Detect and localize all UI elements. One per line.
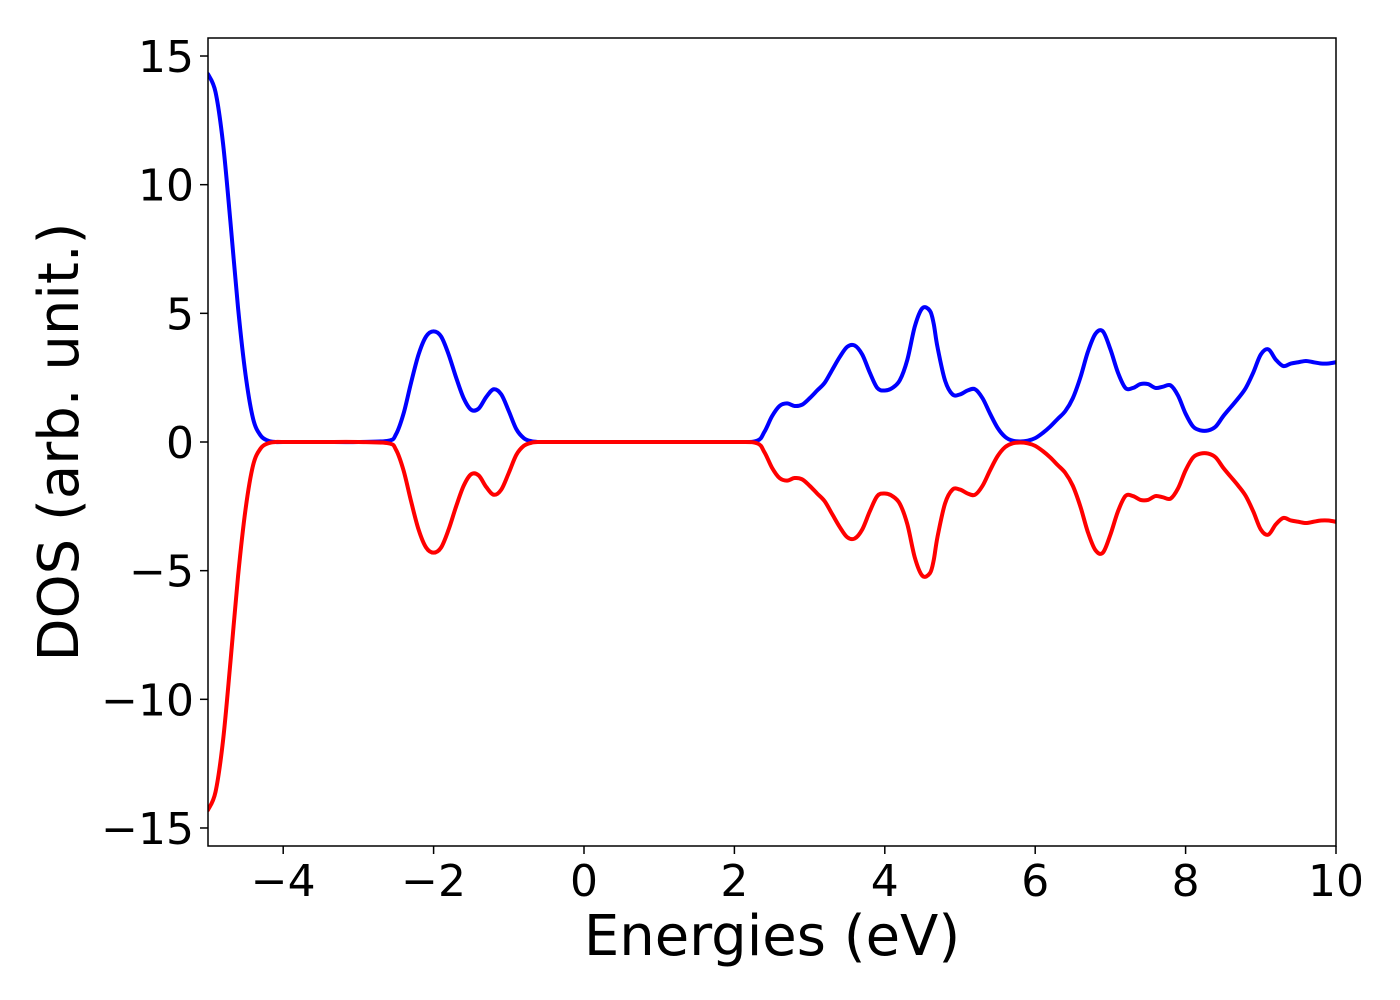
x-tick-label: 6 — [1021, 856, 1049, 907]
x-tick-label: 0 — [570, 856, 598, 907]
x-tick-label: −2 — [401, 856, 466, 907]
series-line-spin-down — [208, 439, 1336, 812]
y-tick-label: −10 — [101, 675, 194, 726]
y-tick-label: 15 — [138, 32, 194, 83]
x-tick-label: 2 — [720, 856, 748, 907]
plot-area — [208, 72, 1336, 812]
y-tick-label: 5 — [166, 289, 194, 340]
x-tick-label: −4 — [251, 856, 316, 907]
axes-frame — [207, 37, 1337, 847]
series-line-spin-up — [208, 72, 1336, 445]
y-tick-label: −5 — [129, 547, 194, 598]
y-tick-label: −15 — [101, 804, 194, 855]
axis-ticks: −4 −2 0 2 4 6 8 10 −15 −10 −5 0 5 10 15 — [101, 32, 1364, 907]
y-tick-label: 10 — [138, 161, 194, 212]
y-axis-label: DOS (arb. unit.) — [27, 222, 92, 661]
y-tick-label: 0 — [166, 418, 194, 469]
x-tick-label: 10 — [1308, 856, 1364, 907]
x-tick-label: 4 — [871, 856, 899, 907]
x-axis-label: Energies (eV) — [584, 904, 960, 969]
x-tick-label: 8 — [1172, 856, 1200, 907]
